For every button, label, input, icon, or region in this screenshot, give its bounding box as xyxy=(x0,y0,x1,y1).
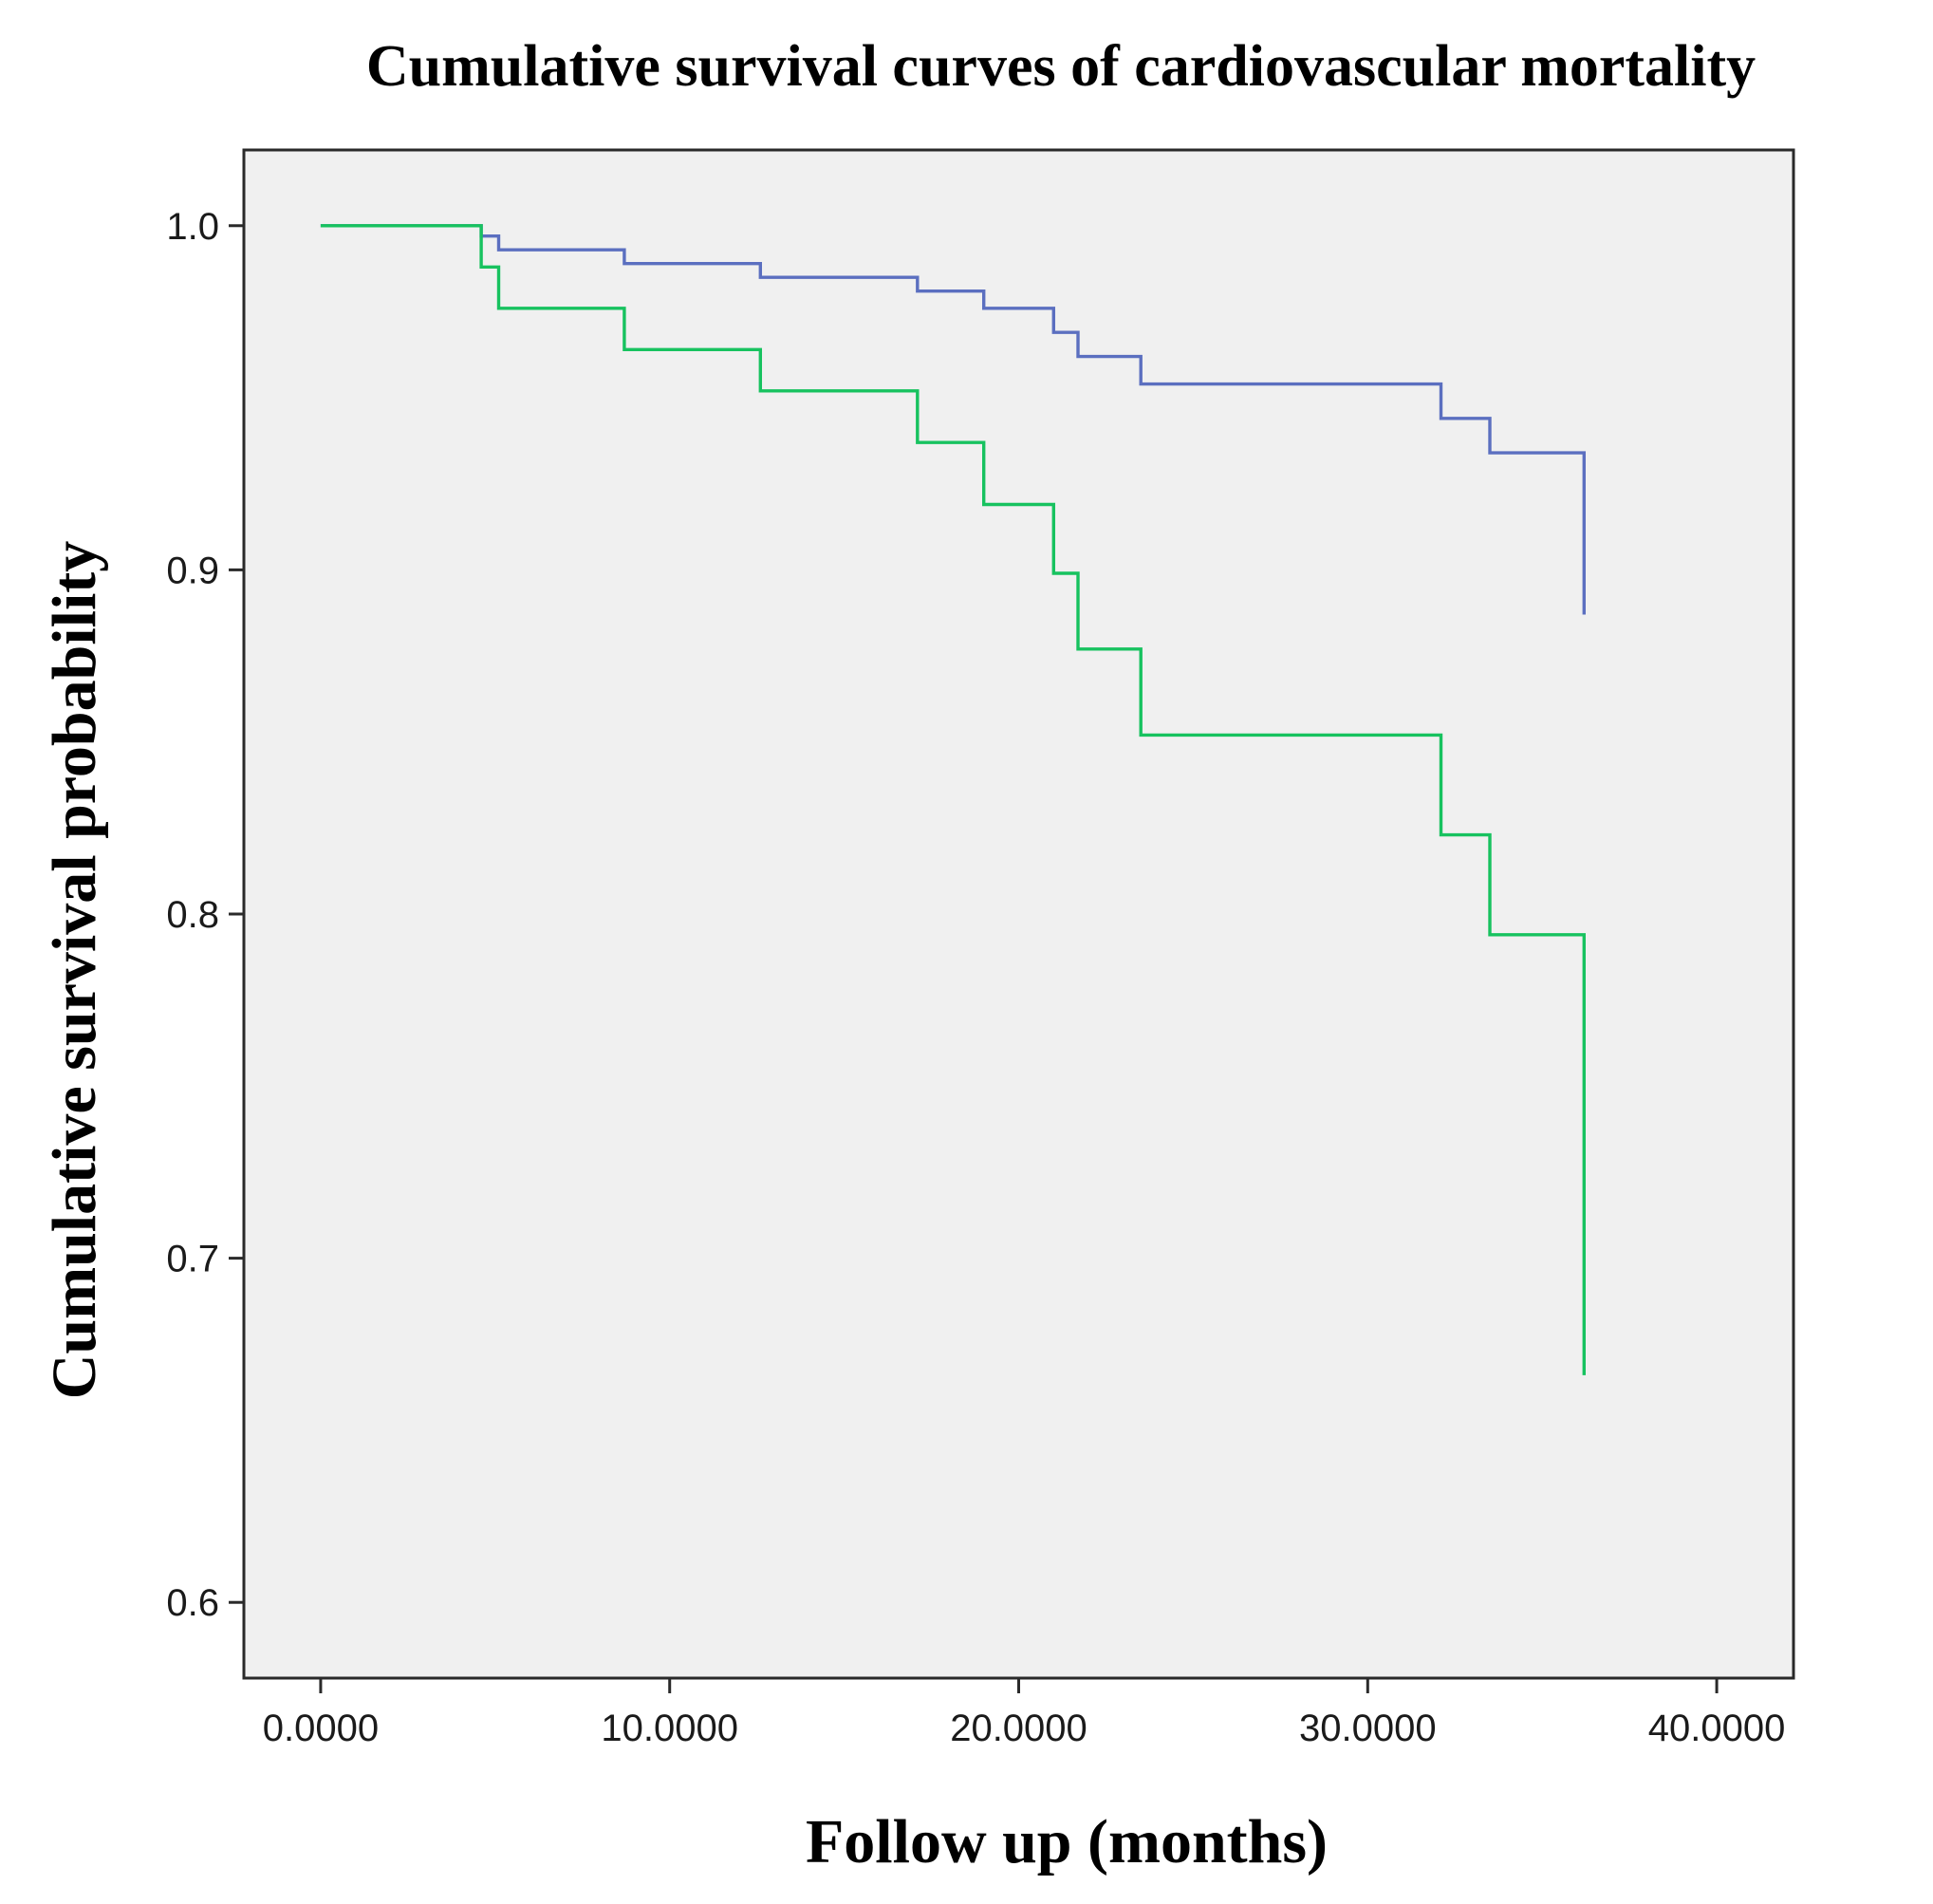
y-tick-label: 0.6 xyxy=(166,1582,219,1624)
y-tick-label: 0.9 xyxy=(166,550,219,591)
x-tick-label: 10.0000 xyxy=(601,1708,738,1749)
plot-area xyxy=(242,148,1795,1680)
x-tick-label: 30.0000 xyxy=(1299,1708,1437,1749)
y-tick-label: 0.7 xyxy=(166,1239,219,1280)
x-axis: 0.0000 10.0000 20.0000 30.0000 40.0000 xyxy=(263,1678,1786,1749)
y-tick-label: 1.0 xyxy=(166,206,219,248)
series-line-green xyxy=(320,224,1586,1375)
y-axis-title: Cumulative survival probability xyxy=(40,541,109,1400)
y-tick-label: 0.8 xyxy=(166,894,219,936)
series-layer xyxy=(320,224,1586,1375)
x-tick-label: 0.0000 xyxy=(263,1708,379,1749)
x-tick-label: 40.0000 xyxy=(1648,1708,1786,1749)
x-tick-label: 20.0000 xyxy=(950,1708,1087,1749)
series-line-blue xyxy=(320,224,1586,615)
y-axis: 0.6 0.7 0.8 0.9 1.0 xyxy=(166,206,244,1624)
x-axis-title: Follow up (months) xyxy=(806,1807,1328,1876)
chart-title: Cumulative survival curves of cardiovasc… xyxy=(366,34,1756,99)
